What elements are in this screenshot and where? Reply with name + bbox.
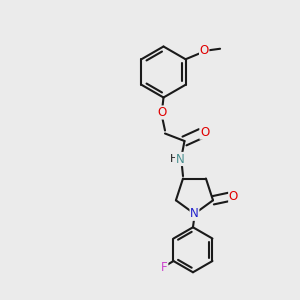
Text: O: O [158,106,166,119]
Text: O: O [200,126,209,139]
Text: O: O [200,44,209,57]
Text: F: F [161,260,168,274]
Text: H: H [169,154,178,164]
Text: N: N [176,152,184,166]
Text: O: O [229,190,238,203]
Text: N: N [190,207,199,220]
